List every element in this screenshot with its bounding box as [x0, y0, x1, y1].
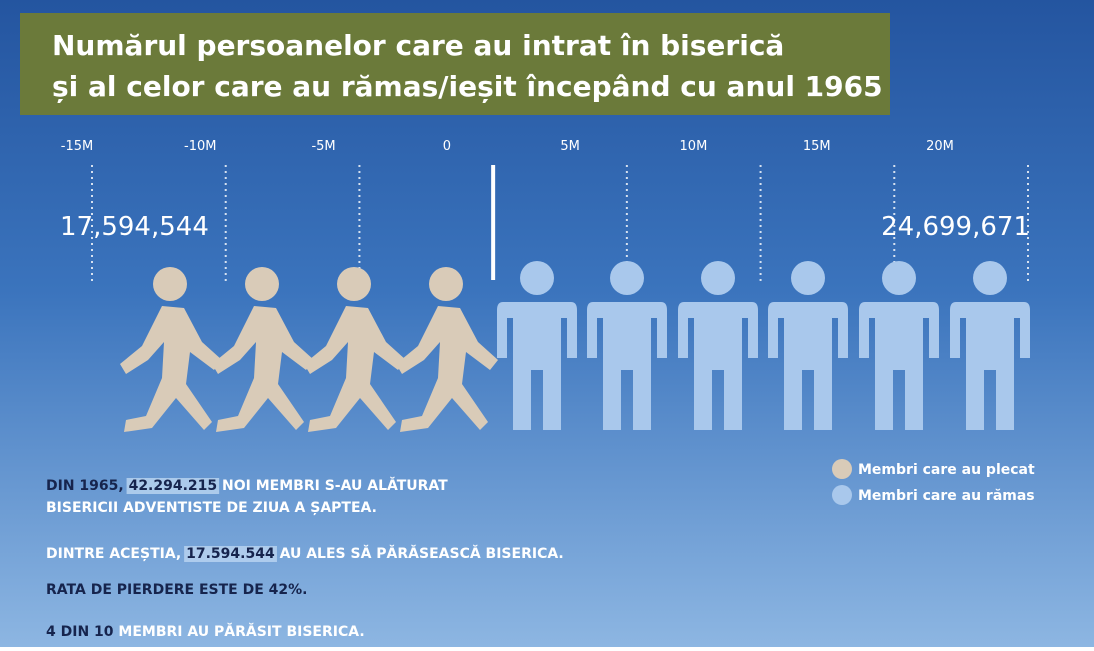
note-line: DINTRE ACEȘTIA, 17.594.544 AU ALES SĂ PĂ…	[46, 544, 564, 562]
note-highlight: 42.294.215	[129, 478, 218, 494]
note-text: DINTRE ACEȘTIA,	[46, 546, 186, 562]
note-line: DIN 1965, 42.294.215 NOI MEMBRI S-AU ALĂ…	[46, 476, 448, 494]
legend-swatch	[832, 459, 852, 479]
x-tick-label: 15M	[803, 139, 831, 154]
note-text: MEMBRI AU PĂRĂSIT BISERICA.	[114, 622, 365, 640]
x-tick-label: -5M	[311, 139, 335, 154]
highlight-bg	[184, 546, 277, 562]
note-text: AU ALES SĂ PĂRĂSEASCĂ BISERICA.	[275, 544, 564, 562]
note-text: DIN 1965,	[46, 478, 129, 494]
note-text: RATA DE PIERDERE ESTE DE 42%.	[46, 582, 308, 598]
note-line: BISERICII ADVENTISTE DE ZIUA A ȘAPTEA.	[46, 500, 377, 516]
x-tick-label: 0	[443, 139, 451, 154]
title: și al celor care au rămas/ieșit începând…	[52, 70, 883, 103]
note-line: 4 DIN 10 MEMBRI AU PĂRĂSIT BISERICA.	[46, 622, 365, 640]
x-tick-label: -15M	[61, 139, 93, 154]
value-label: 17,594,544	[60, 212, 209, 242]
note-text: NOI MEMBRI S-AU ALĂTURAT	[217, 476, 448, 494]
x-tick-label: -10M	[184, 139, 216, 154]
title-box	[20, 13, 890, 115]
note-highlight: 17.594.544	[186, 546, 275, 562]
legend-label: Membri care au rămas	[858, 488, 1035, 504]
note-line: RATA DE PIERDERE ESTE DE 42%.	[46, 582, 308, 598]
note-text: BISERICII ADVENTISTE DE ZIUA A ȘAPTEA.	[46, 500, 377, 516]
highlight-bg	[126, 478, 220, 494]
x-tick-label: 10M	[680, 139, 708, 154]
x-tick-label: 5M	[560, 139, 580, 154]
x-tick-label: 20M	[926, 139, 954, 154]
note-text: 4 DIN 10	[46, 624, 114, 640]
value-label: 24,699,671	[881, 212, 1030, 242]
legend-label: Membri care au plecat	[858, 462, 1035, 478]
title: Numărul persoanelor care au intrat în bi…	[52, 29, 784, 62]
legend-swatch	[832, 485, 852, 505]
